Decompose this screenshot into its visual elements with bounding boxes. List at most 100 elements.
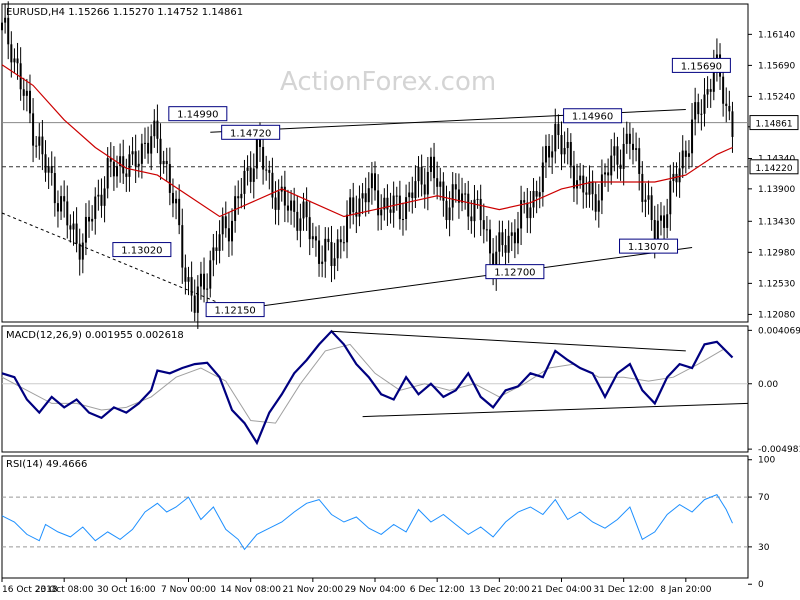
time-axis-label: 14 Nov 08:00 <box>220 585 281 595</box>
macd-axis-label: 0.004069 <box>758 326 800 336</box>
candle-body <box>69 225 72 230</box>
price-label: 1.12700 <box>494 268 535 279</box>
candle-body <box>408 192 411 198</box>
candle-body <box>544 145 547 163</box>
candle-body <box>153 120 156 137</box>
time-axis-label: 6 Dec 12:00 <box>410 585 465 595</box>
candle-body <box>389 209 392 213</box>
candle-body <box>641 173 644 202</box>
time-axis-label: 31 Dec 12:00 <box>593 585 654 595</box>
candle-body <box>610 155 613 176</box>
candle-body <box>541 162 544 193</box>
candle-body <box>342 242 345 244</box>
price-label-box <box>112 242 172 258</box>
candle-body <box>507 235 510 253</box>
candle-body <box>209 260 212 289</box>
candle-body <box>330 242 333 266</box>
time-axis-label: 8 Jan 20:00 <box>660 585 712 595</box>
candle-body <box>63 196 66 202</box>
price-label: 1.14720 <box>230 128 271 139</box>
candle-body <box>405 197 408 220</box>
candle-body <box>625 133 628 144</box>
macd-signal-line <box>1 343 724 424</box>
price-label: 1.14990 <box>177 110 218 121</box>
candle-body <box>50 166 53 174</box>
price-label: 1.15690 <box>681 61 722 72</box>
candle-body <box>10 44 13 63</box>
candle-body <box>650 195 653 221</box>
candle-body <box>364 193 367 203</box>
candle-body <box>178 198 181 226</box>
candle-body <box>212 247 215 261</box>
candle-body <box>560 135 563 155</box>
candle-body <box>495 251 498 276</box>
candle-body <box>352 197 355 213</box>
candle-body <box>22 89 25 96</box>
candle-body <box>451 184 454 208</box>
candle-body <box>604 172 607 175</box>
price-label-box <box>485 264 545 280</box>
candle-body <box>548 145 551 158</box>
watermark: ActionForex.com <box>280 67 496 97</box>
candle-body <box>196 286 199 313</box>
price-label-box <box>619 238 679 254</box>
candle-body <box>41 136 44 155</box>
candle-body <box>510 232 513 236</box>
candle-body <box>147 142 150 154</box>
candle-body <box>520 200 523 229</box>
axis-price-marker <box>749 159 799 175</box>
candle-body <box>268 170 271 173</box>
candle-body <box>377 190 380 216</box>
candle-body <box>237 196 240 199</box>
candle-body <box>647 195 650 200</box>
price-axis-label: 1.12980 <box>758 248 795 258</box>
candle-body <box>731 111 734 137</box>
price-axis-label: 1.12080 <box>758 310 795 320</box>
candle-body <box>678 168 681 183</box>
candle-body <box>355 212 358 217</box>
candle-body <box>103 188 106 206</box>
candle-body <box>349 197 352 215</box>
candle-body <box>429 156 432 172</box>
candle-body <box>28 90 31 114</box>
candle-body <box>150 136 153 154</box>
macd-axis-label: 0.00 <box>758 380 778 390</box>
candle-body <box>47 166 50 173</box>
candle-body <box>684 150 687 157</box>
candle-body <box>171 192 174 204</box>
candle-body <box>81 242 84 260</box>
candle-body <box>224 216 227 229</box>
candle-body <box>286 205 289 211</box>
price-trendline <box>1 212 236 311</box>
candle-body <box>246 167 249 171</box>
time-axis-label: 23 Oct 08:00 <box>35 585 94 595</box>
candle-body <box>569 141 572 166</box>
candle-body <box>56 203 59 212</box>
candle-body <box>361 193 364 199</box>
candle-body <box>436 178 439 187</box>
pane-frame-1 <box>1 325 749 453</box>
candle-body <box>700 113 703 115</box>
candle-body <box>709 89 712 92</box>
candle-body <box>187 277 190 282</box>
candle-body <box>35 145 38 147</box>
candle-body <box>392 195 395 213</box>
candle-body <box>464 193 467 195</box>
candle-body <box>675 173 678 183</box>
candle-body <box>106 158 109 189</box>
candle-body <box>293 200 296 212</box>
rsi-line <box>1 493 733 551</box>
candle-body <box>501 232 504 246</box>
macd-trendline <box>331 330 686 352</box>
candle-body <box>137 163 140 167</box>
candle-body <box>234 196 237 221</box>
candle-body <box>305 201 308 218</box>
candle-body <box>336 239 339 259</box>
candle-body <box>433 156 436 179</box>
candle-body <box>585 192 588 195</box>
time-axis-label: 13 Dec 20:00 <box>469 585 530 595</box>
candle-body <box>442 181 445 201</box>
candle-body <box>513 232 516 244</box>
candle-body <box>470 216 473 222</box>
candle-body <box>557 123 560 136</box>
